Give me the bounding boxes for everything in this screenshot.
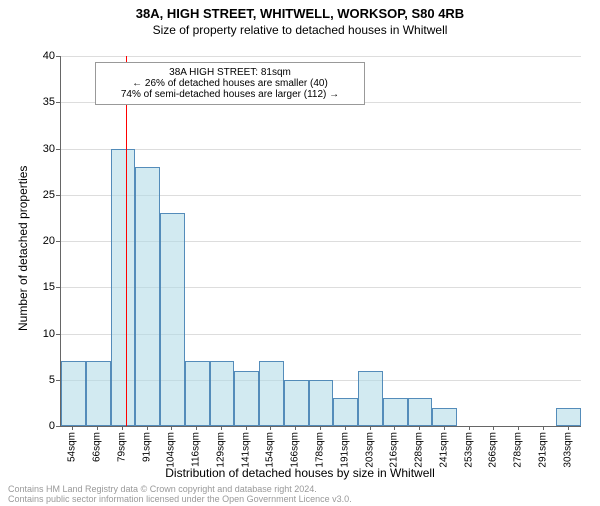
y-tick [56,149,60,150]
x-tick [147,426,148,430]
x-tick-label: 191sqm [339,432,350,468]
x-tick-label: 141sqm [240,432,251,468]
x-tick-label: 203sqm [364,432,375,468]
y-tick [56,56,60,57]
y-tick-label: 10 [25,328,55,340]
x-tick [370,426,371,430]
x-tick-label: 154sqm [265,432,276,468]
x-tick-label: 104sqm [166,432,177,468]
x-axis-label: Distribution of detached houses by size … [0,466,600,480]
x-tick [221,426,222,430]
histogram-bar [160,213,185,426]
histogram-bar [61,361,86,426]
histogram-bar [556,408,581,427]
y-tick-label: 35 [25,96,55,108]
y-tick-label: 5 [25,374,55,386]
chart-title: 38A, HIGH STREET, WHITWELL, WORKSOP, S80… [0,6,600,21]
chart-plot-area [60,56,581,427]
x-tick [518,426,519,430]
footer-attribution: Contains HM Land Registry data © Crown c… [8,484,352,504]
histogram-bar [358,371,383,427]
marker-line [126,56,127,426]
histogram-bar [86,361,111,426]
chart-subtitle: Size of property relative to detached ho… [0,23,600,37]
x-tick [394,426,395,430]
x-tick [171,426,172,430]
x-tick-label: 278sqm [513,432,524,468]
histogram-bar [284,380,309,426]
y-tick [56,287,60,288]
x-tick [543,426,544,430]
x-tick-label: 91sqm [141,432,152,462]
x-tick [419,426,420,430]
gridline [61,149,581,150]
x-tick [345,426,346,430]
histogram-bar [432,408,457,427]
x-tick-label: 303sqm [562,432,573,468]
x-tick [122,426,123,430]
histogram-bar [383,398,408,426]
histogram-bar [259,361,284,426]
x-tick-label: 178sqm [315,432,326,468]
x-tick-label: 266sqm [488,432,499,468]
annotation-box: 38A HIGH STREET: 81sqm← 26% of detached … [95,62,365,105]
x-tick-label: 216sqm [389,432,400,468]
histogram-bar [210,361,235,426]
histogram-bar [309,380,334,426]
y-tick-label: 20 [25,235,55,247]
histogram-bar [234,371,259,427]
x-tick [97,426,98,430]
x-tick-label: 241sqm [438,432,449,468]
x-tick-label: 228sqm [414,432,425,468]
y-tick [56,195,60,196]
x-tick-label: 253sqm [463,432,474,468]
x-tick [72,426,73,430]
y-tick-label: 30 [25,143,55,155]
footer-line-2: Contains public sector information licen… [8,494,352,504]
histogram-bar [185,361,210,426]
y-tick [56,380,60,381]
x-tick [246,426,247,430]
y-tick-label: 15 [25,281,55,293]
histogram-bar [333,398,358,426]
x-tick [493,426,494,430]
x-tick-label: 291sqm [537,432,548,468]
y-tick [56,241,60,242]
x-tick [295,426,296,430]
annotation-line: ← 26% of detached houses are smaller (40… [104,78,356,89]
footer-line-1: Contains HM Land Registry data © Crown c… [8,484,352,494]
x-tick-label: 79sqm [116,432,127,462]
x-tick [568,426,569,430]
histogram-bar [111,149,136,427]
y-tick [56,102,60,103]
y-tick-label: 0 [25,420,55,432]
x-tick-label: 129sqm [215,432,226,468]
annotation-line: 74% of semi-detached houses are larger (… [104,89,356,100]
x-tick [320,426,321,430]
x-tick-label: 116sqm [191,432,202,467]
x-tick-label: 54sqm [67,432,78,462]
y-tick-label: 40 [25,50,55,62]
annotation-line: 38A HIGH STREET: 81sqm [104,67,356,78]
y-tick [56,426,60,427]
y-tick-label: 25 [25,189,55,201]
x-tick [444,426,445,430]
x-tick-label: 66sqm [92,432,103,462]
x-tick [469,426,470,430]
x-tick [270,426,271,430]
y-tick [56,334,60,335]
x-tick-label: 166sqm [290,432,301,468]
gridline [61,56,581,57]
x-tick [196,426,197,430]
histogram-bar [135,167,160,426]
histogram-bar [408,398,433,426]
